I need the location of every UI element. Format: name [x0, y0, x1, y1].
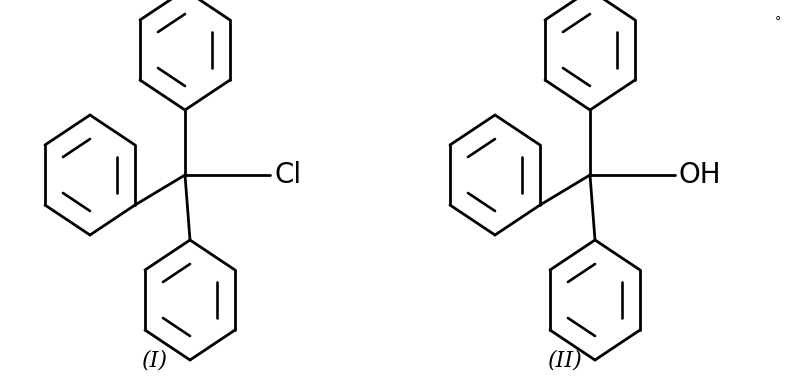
- Text: OH: OH: [679, 161, 722, 189]
- Text: (I): (I): [142, 350, 168, 372]
- Text: °: °: [775, 15, 782, 28]
- Text: (II): (II): [548, 350, 582, 372]
- Text: Cl: Cl: [274, 161, 301, 189]
